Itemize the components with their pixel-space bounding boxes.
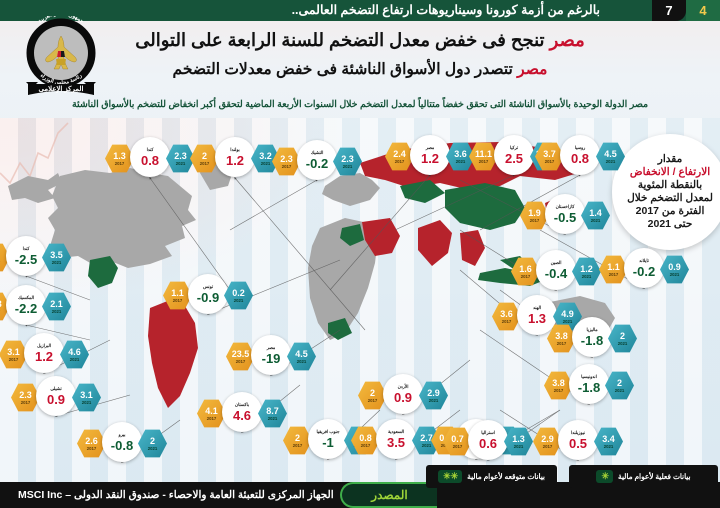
svg-text:المركز الإعلامى: المركز الإعلامى (38, 85, 83, 93)
